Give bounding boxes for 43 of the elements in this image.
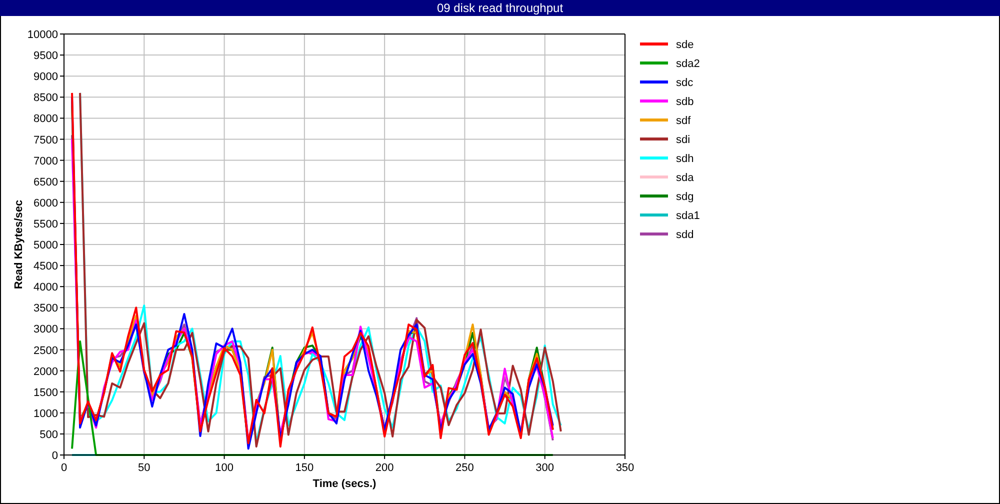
- y-tick-label: 3500: [34, 302, 58, 315]
- y-tick-label: 1500: [34, 386, 58, 399]
- legend-label: sda: [676, 172, 695, 184]
- x-tick-label: 150: [295, 462, 314, 474]
- y-tick-label: 9500: [34, 50, 58, 62]
- y-tick-label: 4500: [34, 260, 58, 273]
- y-tick-label: 5500: [34, 218, 58, 230]
- legend-label: sda2: [676, 58, 700, 70]
- y-tick-label: 4000: [34, 282, 58, 294]
- y-tick-label: 7500: [34, 134, 58, 146]
- y-tick-label: 8500: [34, 92, 58, 104]
- x-tick-label: 100: [215, 462, 234, 474]
- y-axis-title: Read KBytes/sec: [13, 200, 25, 290]
- x-tick-label: 50: [138, 462, 150, 474]
- y-tick-label: 500: [40, 428, 58, 441]
- legend-label: sdi: [676, 134, 690, 146]
- x-tick-label: 350: [616, 462, 634, 474]
- chart-title: 09 disk read throughput: [436, 1, 564, 15]
- y-tick-label: 6500: [34, 176, 58, 188]
- y-tick-label: 9000: [34, 71, 58, 84]
- y-tick-label: 8000: [34, 113, 58, 126]
- legend-label: sdg: [676, 191, 694, 203]
- y-tick-label: 6000: [34, 197, 58, 210]
- y-tick-label: 0: [52, 450, 58, 462]
- y-tick-label: 10000: [27, 29, 58, 41]
- y-tick-label: 1000: [34, 408, 58, 420]
- legend-label: sde: [676, 39, 694, 51]
- x-tick-label: 250: [456, 462, 474, 474]
- x-tick-label: 0: [60, 462, 68, 474]
- y-tick-label: 2500: [34, 344, 58, 357]
- y-tick-label: 7000: [34, 155, 58, 168]
- legend-label: sdc: [676, 77, 694, 89]
- y-tick-label: 2000: [34, 366, 58, 378]
- x-tick-label: 200: [375, 462, 394, 474]
- legend-label: sdd: [676, 229, 694, 241]
- legend-label: sdb: [676, 96, 694, 108]
- legend-label: sdf: [676, 115, 692, 127]
- y-tick-label: 3000: [34, 324, 58, 336]
- legend-label: sda1: [676, 210, 700, 222]
- y-tick-label: 5000: [34, 240, 58, 252]
- x-tick-label: 300: [536, 462, 554, 474]
- x-axis-title: Time (secs.): [312, 478, 377, 490]
- legend-label: sdh: [676, 153, 694, 165]
